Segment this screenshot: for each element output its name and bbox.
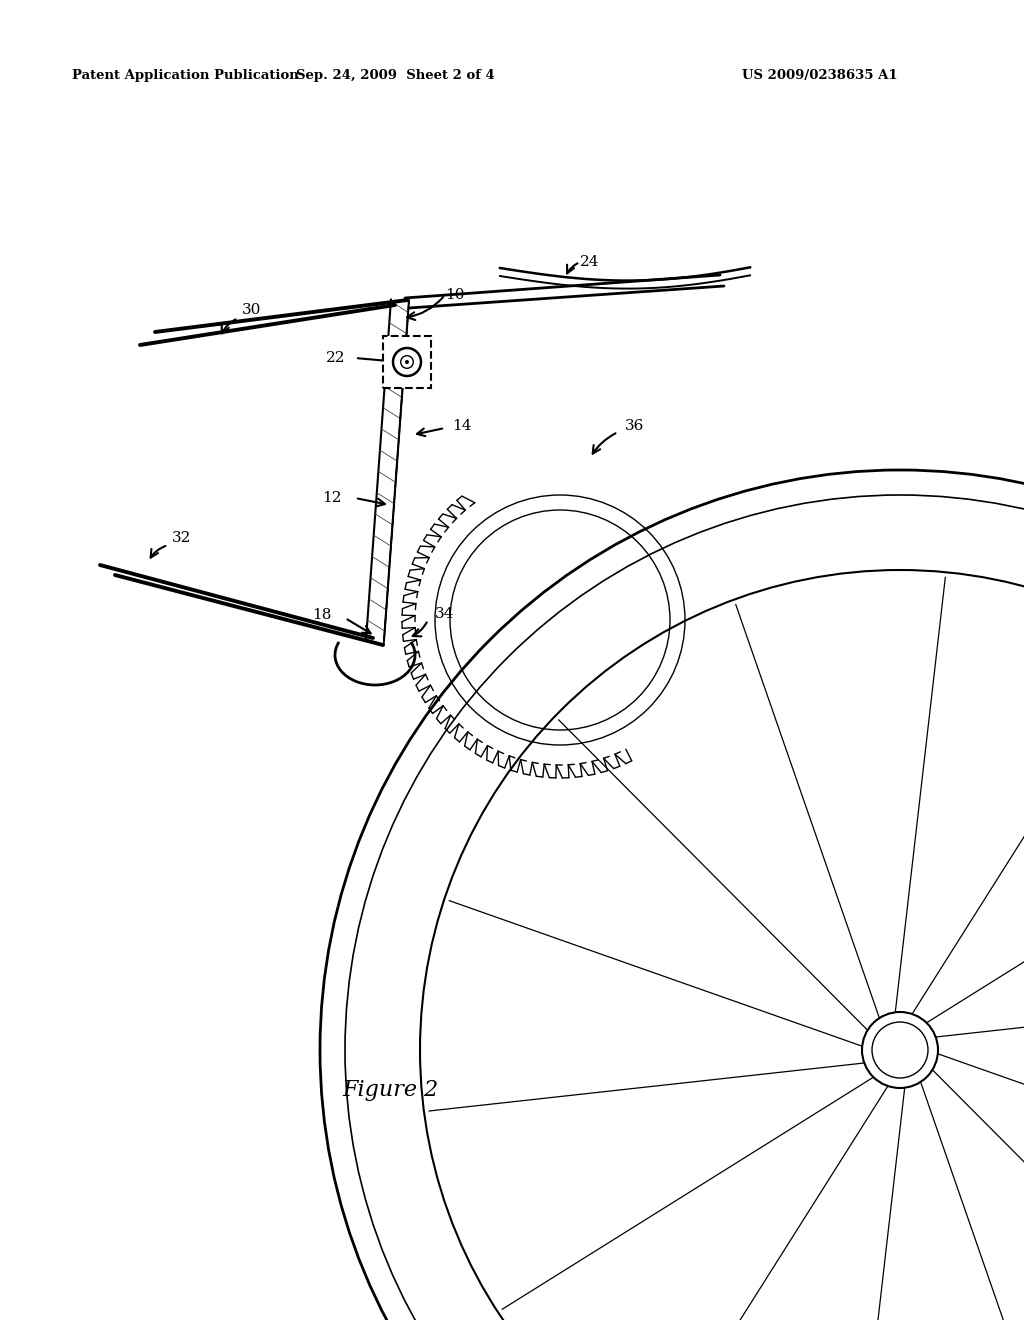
Text: 30: 30 [242, 304, 261, 317]
Text: 22: 22 [326, 351, 345, 366]
Circle shape [862, 1012, 938, 1088]
Text: 32: 32 [172, 531, 191, 545]
Text: Patent Application Publication: Patent Application Publication [72, 69, 299, 82]
Text: 34: 34 [435, 607, 455, 620]
Text: 36: 36 [625, 418, 644, 433]
Text: 10: 10 [445, 288, 465, 302]
Text: 12: 12 [323, 491, 342, 506]
Text: 18: 18 [312, 609, 332, 622]
Text: US 2009/0238635 A1: US 2009/0238635 A1 [742, 69, 898, 82]
Circle shape [406, 360, 409, 364]
Circle shape [400, 355, 414, 368]
Text: 14: 14 [452, 418, 471, 433]
Bar [383, 337, 431, 388]
Text: 24: 24 [580, 255, 599, 269]
Text: Sep. 24, 2009  Sheet 2 of 4: Sep. 24, 2009 Sheet 2 of 4 [296, 69, 495, 82]
Circle shape [393, 348, 421, 376]
Text: Figure 2: Figure 2 [342, 1078, 438, 1101]
